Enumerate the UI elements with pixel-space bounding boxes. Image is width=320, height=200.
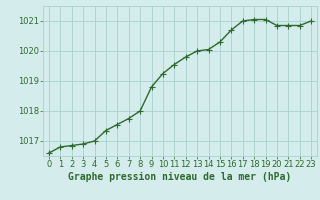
X-axis label: Graphe pression niveau de la mer (hPa): Graphe pression niveau de la mer (hPa) [68, 172, 292, 182]
